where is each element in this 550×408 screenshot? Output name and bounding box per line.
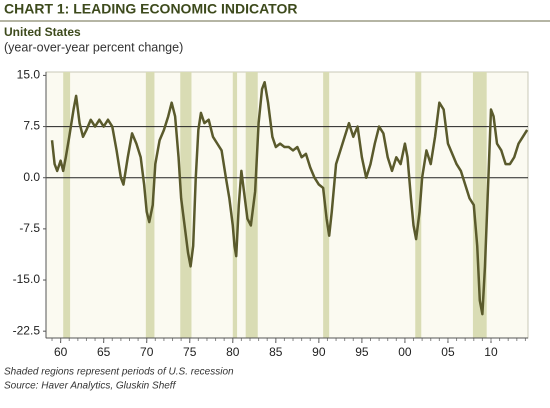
plot-area (45, 71, 529, 339)
chart-subtitle: United States (4, 25, 81, 39)
y-tick-label: -7.5 (19, 221, 40, 235)
x-tick-label: 70 (140, 345, 154, 359)
y-tick-label: 15.0 (17, 68, 41, 82)
recession-band (415, 72, 422, 338)
y-tick-label: -22.5 (13, 323, 41, 337)
recession-band (63, 72, 71, 338)
x-tick-label: 90 (312, 345, 326, 359)
y-tick-label: 7.5 (23, 119, 40, 133)
note: Source: Haver Analytics, Gluskin Sheff (4, 381, 177, 392)
recession-band (472, 72, 487, 338)
x-tick-label: 80 (226, 345, 240, 359)
y-axis-label: (year-over-year percent change) (4, 40, 183, 54)
x-tick-label: 10 (484, 345, 498, 359)
series-line (50, 80, 529, 316)
y-tick-label: 0.0 (23, 170, 40, 184)
x-tick-label: 85 (269, 345, 283, 359)
recession-band (180, 72, 192, 338)
x-tick-label: 05 (441, 345, 455, 359)
x-tick-label: 95 (355, 345, 369, 359)
y-tick-label: -15.0 (13, 272, 41, 286)
recession-band (232, 72, 238, 338)
x-tick-label: 60 (54, 345, 68, 359)
x-tick-label: 65 (97, 345, 111, 359)
x-tick-label: 75 (183, 345, 197, 359)
note: Shaded regions represent periods of U.S.… (4, 367, 234, 378)
recession-band (145, 72, 155, 338)
x-tick-label: 00 (398, 345, 412, 359)
recession-band (245, 72, 258, 338)
chart-title: CHART 1: LEADING ECONOMIC INDICATOR (4, 1, 297, 17)
